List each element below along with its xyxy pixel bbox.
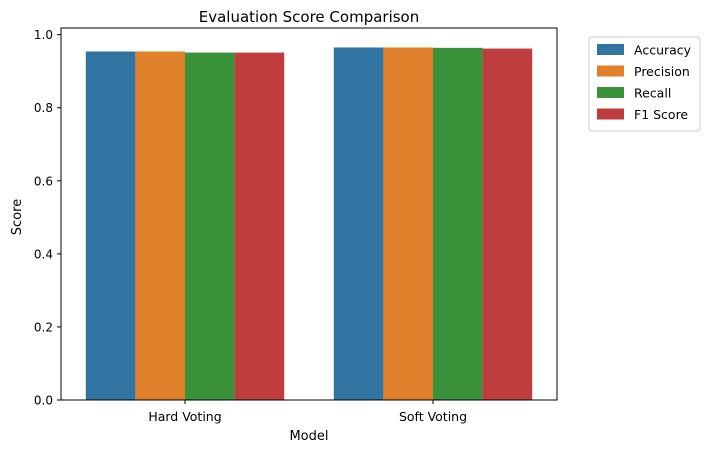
legend-label-accuracy: Accuracy bbox=[634, 43, 692, 58]
y-tick-label: 0.8 bbox=[34, 101, 53, 115]
y-tick-label: 0.2 bbox=[34, 320, 53, 334]
legend-swatch-accuracy bbox=[597, 44, 624, 55]
legend-frame bbox=[588, 36, 701, 132]
axes-group: 0.0 0.2 0.4 0.6 0.8 1.0 Hard Voting Soft Voting bbox=[34, 27, 558, 424]
bar-accuracy-2 bbox=[333, 47, 384, 400]
x-tick-label: Hard Voting bbox=[148, 409, 221, 424]
x-tick-label: Soft Voting bbox=[399, 409, 467, 424]
bar-f1-score-2 bbox=[482, 48, 533, 400]
legend-swatch-f1-score bbox=[597, 108, 624, 120]
legend-swatch-precision bbox=[597, 65, 624, 77]
bar-recall-1 bbox=[185, 52, 235, 401]
bar-precision-1 bbox=[135, 51, 185, 401]
bar-f1-score-1 bbox=[234, 52, 285, 401]
bar-precision-2 bbox=[383, 47, 433, 400]
y-tick-label: 0.4 bbox=[34, 247, 53, 261]
y-tick-label: 0.6 bbox=[34, 174, 53, 188]
legend-swatch-recall bbox=[597, 87, 624, 98]
legend: Accuracy Precision Recall F1 Score bbox=[588, 36, 701, 132]
bar-accuracy-1 bbox=[85, 51, 136, 401]
legend-label-recall: Recall bbox=[634, 86, 671, 101]
legend-label-f1-score: F1 Score bbox=[634, 107, 688, 122]
bar-recall-2 bbox=[433, 47, 483, 401]
plot-frame bbox=[60, 27, 558, 401]
bars-group bbox=[85, 47, 533, 401]
y-axis-label: Score bbox=[10, 199, 25, 235]
x-axis-label: Model bbox=[289, 429, 328, 444]
y-tick-label: 0.0 bbox=[34, 394, 53, 408]
chart-title: Evaluation Score Comparison bbox=[199, 8, 420, 26]
y-tick-label: 1.0 bbox=[34, 28, 53, 42]
legend-label-precision: Precision bbox=[634, 64, 690, 79]
